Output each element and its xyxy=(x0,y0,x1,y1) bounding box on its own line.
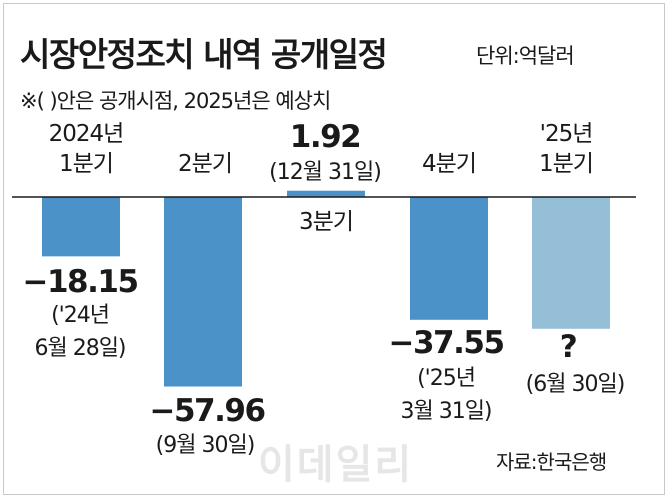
category-label-1-line-2: 1분기 xyxy=(59,151,113,177)
chart-frame xyxy=(3,3,665,495)
chart-note: ※( )안은 공개시점, 2025년은 예상치 xyxy=(20,89,331,113)
value-label-2: −57.96 xyxy=(149,393,264,429)
value-label-4: −37.55 xyxy=(388,325,503,361)
bar-3 xyxy=(287,190,365,197)
bar-4 xyxy=(410,197,488,320)
chart-title: 시장안정조치 내역 공개일정 xyxy=(20,35,388,74)
bar-2 xyxy=(164,197,242,387)
release-date-label-4-line-1: ('25년 xyxy=(417,366,475,391)
watermark-logo: 이데일리 xyxy=(258,442,414,488)
release-date-label-2-line-1: (9월 30일) xyxy=(156,433,255,458)
release-date-label-1-line-2: 6월 28일) xyxy=(34,336,125,361)
release-date-label-4-line-2: 3월 31일) xyxy=(400,399,491,424)
bar-1 xyxy=(42,197,120,257)
release-date-label-1-line-1: ('24년 xyxy=(51,303,109,328)
value-label-5: ? xyxy=(560,329,576,365)
bar-5 xyxy=(532,197,610,329)
category-label-5-line-2: 1분기 xyxy=(539,151,593,177)
source-label: 자료:한국은행 xyxy=(496,450,607,474)
value-label-1: −18.15 xyxy=(22,264,137,300)
value-label-3: 1.92 xyxy=(290,119,361,155)
release-date-label-3-line-1: (12월 31일) xyxy=(269,160,381,185)
category-label-3-line-1: 3분기 xyxy=(299,209,353,235)
release-date-label-5-line-1: (6월 30일) xyxy=(526,372,625,397)
category-label-1-line-1: 2024년 xyxy=(49,121,124,147)
category-label-5-line-1: '25년 xyxy=(540,121,593,147)
category-label-2-line-1: 2분기 xyxy=(178,151,232,177)
unit-label: 단위:억달러 xyxy=(476,44,575,68)
category-label-4-line-1: 4분기 xyxy=(422,151,476,177)
